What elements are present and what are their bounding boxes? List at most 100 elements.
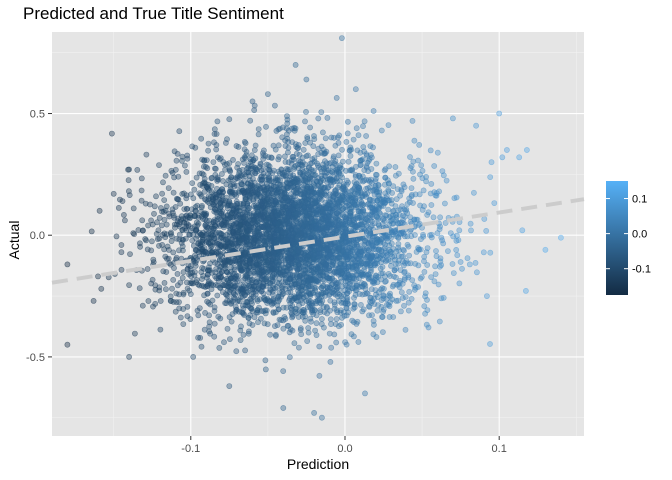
data-point: [215, 240, 222, 247]
data-point: [147, 201, 153, 208]
data-point: [211, 235, 217, 242]
data-point: [382, 278, 388, 285]
data-point: [410, 175, 417, 182]
data-point: [246, 226, 252, 233]
data-point: [388, 262, 394, 269]
data-point: [421, 303, 428, 310]
data-point: [305, 191, 311, 198]
data-point: [254, 296, 261, 303]
data-point: [138, 175, 145, 182]
data-point: [219, 186, 226, 192]
data-point: [263, 123, 269, 130]
data-point: [297, 265, 304, 271]
data-point: [470, 189, 477, 196]
data-point: [368, 300, 375, 306]
data-point: [241, 154, 248, 161]
data-point: [355, 214, 362, 221]
data-point: [348, 331, 355, 338]
data-point: [163, 221, 170, 228]
data-point: [454, 252, 461, 259]
data-point: [96, 207, 103, 214]
data-point: [177, 314, 184, 321]
data-point: [88, 228, 95, 235]
data-point: [392, 211, 399, 218]
data-point: [370, 108, 377, 114]
data-point: [391, 267, 398, 273]
data-point: [427, 190, 434, 197]
data-point: [411, 286, 418, 293]
data-point: [251, 170, 258, 176]
data-point: [286, 249, 293, 256]
data-point: [179, 274, 186, 281]
data-point: [416, 191, 423, 198]
data-point: [236, 169, 243, 176]
data-point: [350, 226, 357, 233]
data-point: [174, 270, 181, 277]
data-point: [346, 202, 352, 208]
data-point: [138, 197, 145, 204]
data-point: [236, 204, 243, 211]
data-point: [333, 339, 340, 346]
data-point: [275, 156, 282, 163]
data-point: [307, 124, 313, 131]
data-point: [308, 185, 314, 192]
data-point: [440, 240, 447, 247]
data-point: [145, 222, 151, 229]
data-point: [216, 256, 223, 263]
data-point: [311, 158, 318, 165]
data-point: [234, 242, 241, 249]
data-point: [271, 266, 277, 272]
data-point: [276, 316, 283, 323]
data-point: [189, 237, 196, 244]
data-point: [180, 291, 187, 298]
data-point: [263, 307, 270, 314]
data-point: [330, 153, 337, 160]
data-point: [306, 174, 313, 181]
data-point: [227, 176, 234, 183]
data-point: [419, 206, 426, 213]
data-point: [156, 162, 162, 168]
data-point: [195, 312, 202, 319]
data-point: [342, 167, 349, 174]
data-point: [436, 263, 443, 270]
data-point: [148, 238, 155, 245]
data-point: [183, 168, 190, 175]
data-point: [337, 178, 343, 184]
data-point: [363, 133, 369, 139]
data-point: [253, 279, 259, 286]
data-point: [157, 298, 164, 304]
data-point: [374, 294, 381, 300]
data-point: [311, 307, 318, 314]
data-point: [341, 187, 348, 193]
data-point: [197, 238, 204, 245]
data-point: [381, 167, 388, 174]
data-point: [127, 251, 133, 257]
data-point: [405, 243, 412, 250]
data-point: [138, 187, 145, 194]
data-point: [304, 134, 311, 140]
data-point: [277, 177, 283, 184]
data-point: [139, 302, 146, 309]
data-point: [431, 163, 438, 169]
data-point: [351, 179, 358, 186]
data-point: [316, 372, 323, 379]
data-point: [199, 276, 205, 282]
data-point: [266, 185, 272, 191]
data-point: [390, 183, 397, 189]
data-point: [178, 239, 185, 246]
data-point: [239, 302, 246, 309]
data-point: [274, 212, 281, 219]
data-point: [242, 262, 249, 269]
data-point: [200, 265, 207, 272]
data-point: [226, 336, 233, 342]
data-point: [302, 270, 309, 277]
data-point: [427, 147, 434, 154]
data-point: [453, 237, 460, 244]
data-point: [276, 125, 283, 132]
data-point: [165, 185, 172, 191]
data-point: [379, 329, 386, 335]
data-point: [334, 166, 341, 172]
data-point: [380, 308, 386, 315]
data-point: [263, 275, 270, 282]
data-point: [261, 238, 268, 245]
